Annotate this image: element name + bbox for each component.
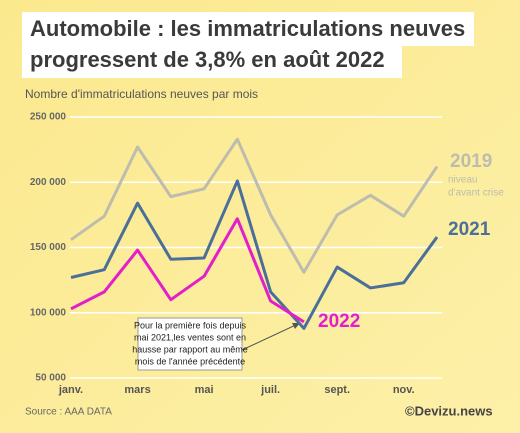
series-line [70,217,305,324]
y-tick-label: 150 000 [30,242,67,253]
source: Source : AAA DATA [25,407,112,418]
chart-title: Automobile : les immatriculations neuves [30,16,465,41]
credit: ©Devizu.news [405,403,493,418]
chart-title: progressent de 3,8% en août 2022 [30,47,385,72]
x-tick-label: janv. [58,384,83,396]
series-label: 2019 [450,151,492,172]
series-line [70,179,439,330]
annotation-arrowhead [292,323,300,329]
annotation-arrow [241,322,301,351]
annotation-text: d'avant crise [448,188,504,199]
y-tick-label: 100 000 [30,307,67,318]
title-box [22,12,474,46]
annotation-text: hausse par rapport au même [132,344,248,354]
series-line [70,137,439,274]
axis-label: Nombre d'immatriculations neuves par moi… [25,87,258,101]
annotation-text: Pour la première fois depuis [134,320,247,330]
plot: 50 000 100 000 150 000 200 000 250 000 janv. m… [30,112,504,396]
x-tick-label: juil. [260,384,280,396]
x-tick-label: mai [195,384,214,396]
title-box [22,44,402,78]
annotation-box [137,317,243,371]
x-tick-label: sept. [324,384,350,396]
series-label: 2021 [448,219,491,240]
annotation-text: niveau [448,175,477,186]
x-tick-label: nov. [393,384,415,396]
x-tick-label: mars [124,384,150,396]
series-label: 2022 [318,311,360,332]
y-tick-label: 250 000 [30,112,67,123]
annotation-text: mai 2021,les ventes sont en [134,332,246,342]
annotation-text: mois de l'année précédente [135,356,245,366]
y-tick-label: 200 000 [30,177,67,188]
y-tick-label: 50 000 [35,373,66,384]
